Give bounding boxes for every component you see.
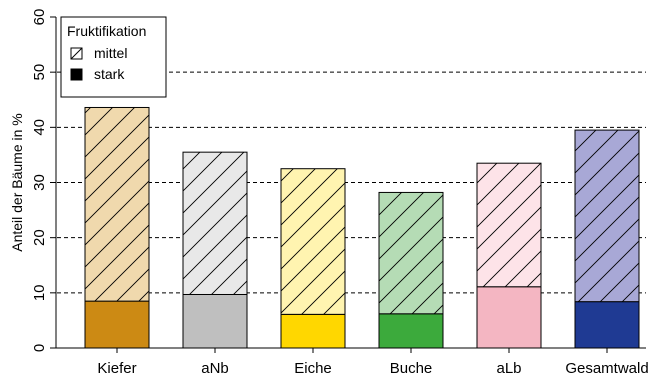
x-tick-label: Buche <box>390 360 433 377</box>
y-tick-label: 20 <box>31 229 48 246</box>
axes: Kiefer aNb Eiche Buche aLb Gesamtwald 0 10 20 30 4… <box>9 9 649 377</box>
y-tick-label: 0 <box>31 344 48 352</box>
bar-segment-mittel-hatch <box>574 129 640 303</box>
x-tick-label: aNb <box>201 360 229 377</box>
legend-swatch-solid <box>70 68 83 81</box>
bar-segment-mittel-hatch <box>378 191 444 315</box>
y-tick-label: 40 <box>31 119 48 136</box>
legend-swatch-hatch-line <box>70 47 83 60</box>
bar-segment-stark <box>476 286 542 349</box>
y-tick-label: 50 <box>31 64 48 81</box>
bar-segment-stark <box>378 313 444 349</box>
bar-segment-stark <box>182 293 248 349</box>
x-tick-label: Gesamtwald <box>565 360 648 377</box>
bars <box>84 106 640 349</box>
y-tick-label: 10 <box>31 284 48 301</box>
bar-segment-mittel-hatch <box>182 151 248 295</box>
x-tick-label: Eiche <box>294 360 332 377</box>
legend-title: Fruktifikation <box>67 23 146 39</box>
bar-segment-stark <box>84 300 150 349</box>
bar-segment-stark <box>574 301 640 349</box>
legend-label: mittel <box>94 45 127 61</box>
bar-segment-mittel-hatch <box>84 106 150 302</box>
bar-segment-mittel-hatch <box>476 162 542 288</box>
bar-segment-mittel-hatch <box>280 168 346 315</box>
legend: Fruktifikation mittel stark <box>60 16 167 98</box>
y-tick-label: 30 <box>31 174 48 191</box>
legend-label: stark <box>94 66 125 82</box>
x-tick-label: Kiefer <box>97 360 136 377</box>
x-tick-label: aLb <box>496 360 521 377</box>
y-tick-label: 60 <box>31 9 48 26</box>
y-axis-title: Anteil der Bäume in % <box>9 113 25 252</box>
bar-segment-stark <box>280 313 346 349</box>
